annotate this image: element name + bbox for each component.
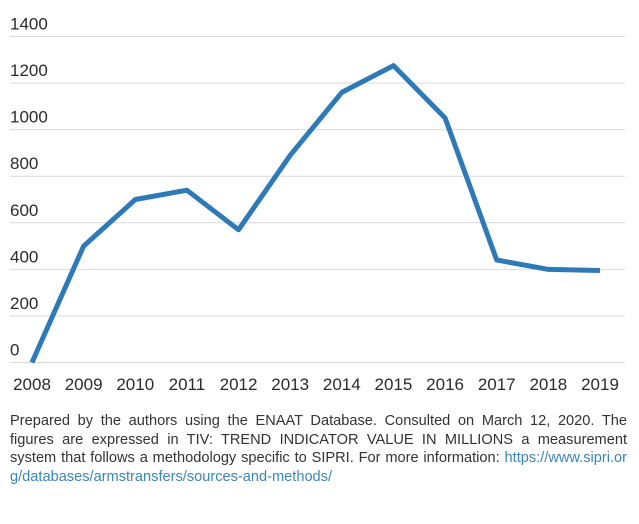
y-tick-label: 1000 [10,108,48,127]
x-tick-label: 2019 [581,375,619,394]
y-axis-tick-labels: 0 200 400 600 800 1000 1200 1400 [10,15,48,360]
x-tick-label: 2016 [426,375,464,394]
series-lines [29,63,601,364]
sipri-methodology-link[interactable]: https://www.sipri.org/databases/armstran… [10,450,627,485]
x-tick-label: 2018 [529,375,567,394]
y-tick-label: 600 [10,201,38,220]
x-tick-label: 2013 [271,375,309,394]
x-tick-label: 2008 [13,375,51,394]
x-tick-label: 2010 [116,375,154,394]
x-tick-label: 2011 [169,375,206,394]
y-tick-label: 1400 [10,15,48,34]
x-tick-label: 2012 [220,375,258,394]
series-line [29,63,601,364]
x-axis-tick-labels: 2008 2009 2010 2011 2012 2013 2014 2015 2016 2017… [13,375,619,394]
y-tick-label: 800 [10,154,38,173]
chart-caption: Prepared by the authors using the ENAAT … [10,412,627,486]
y-tick-label: 1200 [10,61,48,80]
x-tick-label: 2017 [478,375,516,394]
gridlines [10,36,625,363]
y-tick-label: 400 [10,247,38,266]
x-tick-label: 2015 [375,375,413,394]
x-tick-label: 2009 [65,375,103,394]
x-tick-label: 2014 [323,375,361,394]
y-tick-label: 200 [10,294,38,313]
y-tick-label: 0 [10,341,19,360]
caption-text: Prepared by the authors using the ENAAT … [10,413,627,467]
